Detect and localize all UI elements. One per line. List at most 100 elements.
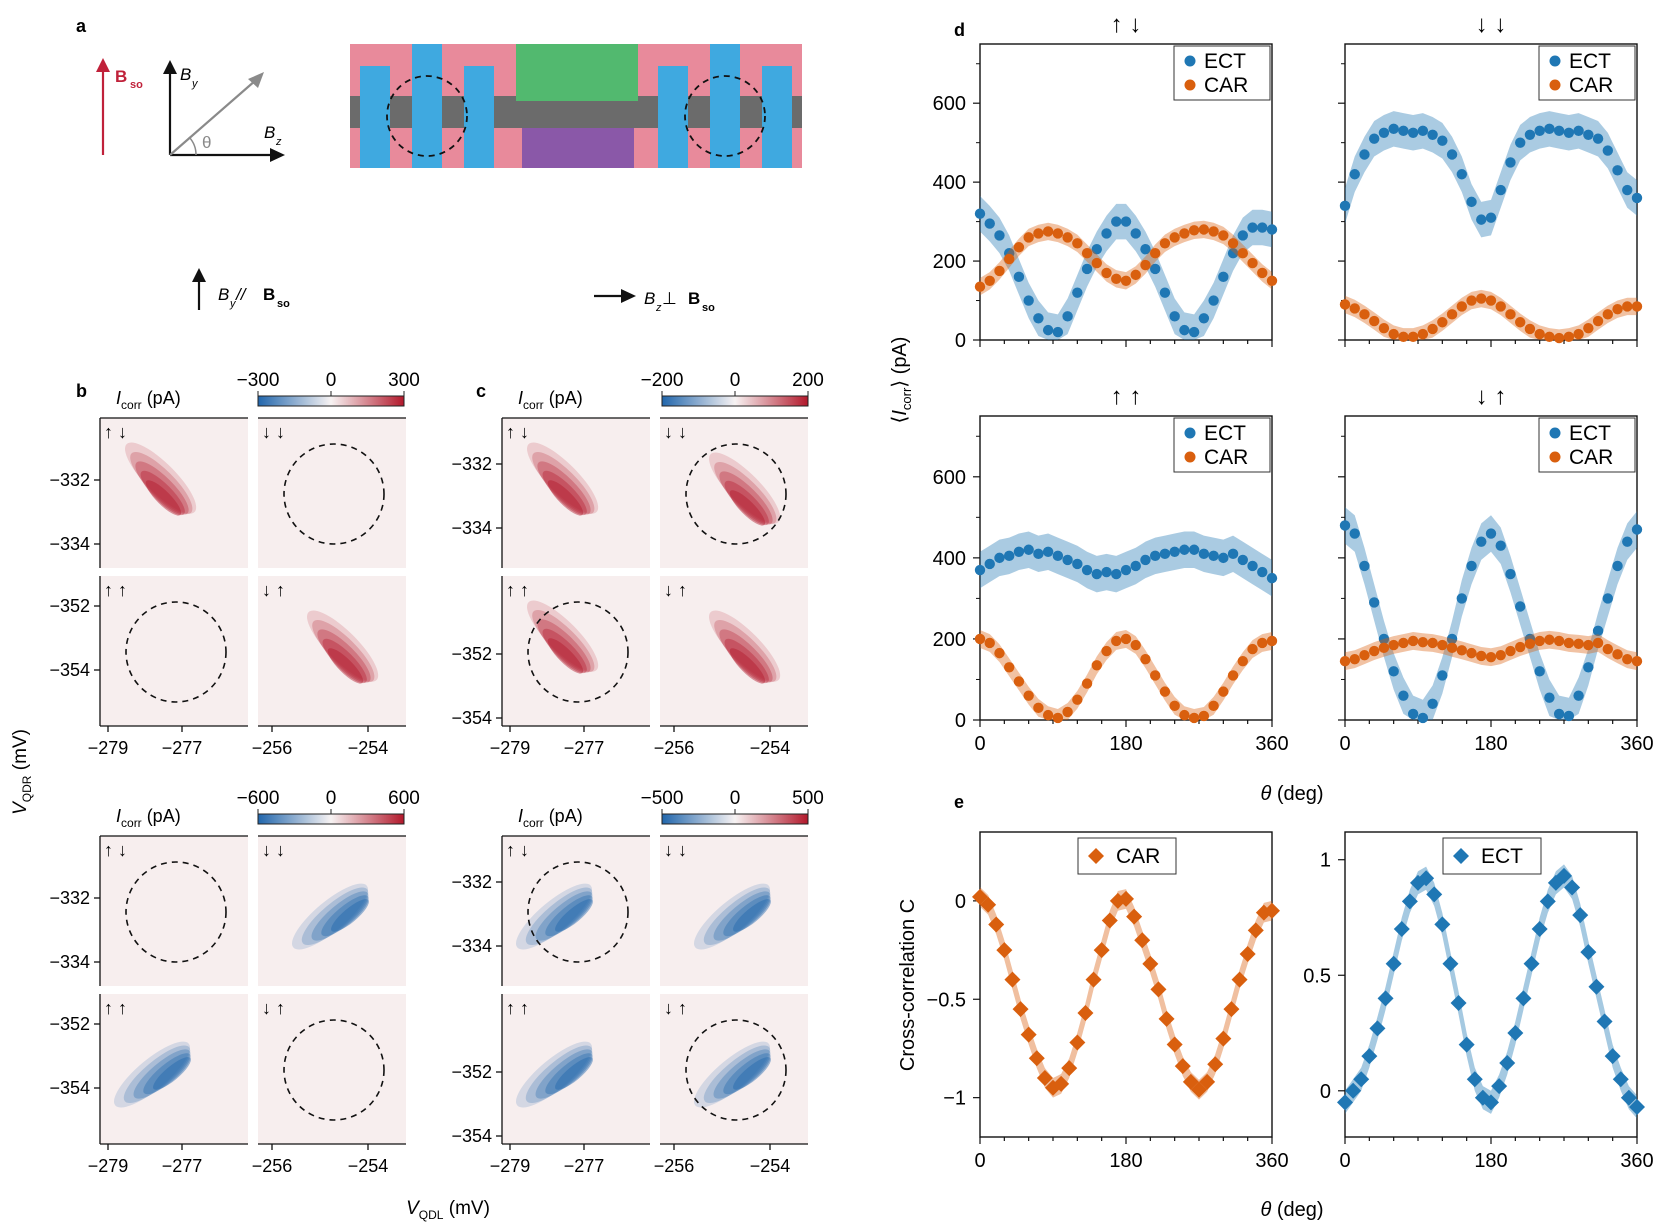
map-signal-blob — [729, 490, 766, 526]
data-point-ect — [1369, 597, 1380, 608]
colorbar-tick-label: 0 — [326, 370, 337, 391]
map-subpanel: ↓ ↓ — [258, 417, 406, 568]
data-point-ect — [1359, 149, 1370, 160]
data-point-ect — [1580, 944, 1597, 961]
data-point-car — [1081, 678, 1093, 689]
data-point-car — [1339, 299, 1351, 310]
data-point-car — [1563, 637, 1575, 649]
data-point-ect — [1013, 271, 1025, 283]
map-subpanel: ↑ ↓ −332 −334 — [49, 417, 248, 568]
map-background — [660, 836, 808, 986]
data-point-ect — [1524, 129, 1536, 140]
data-point-ect — [1023, 295, 1034, 306]
map-signal-blob — [733, 1057, 771, 1090]
data-point-ect — [1150, 263, 1161, 275]
bso-arrow: B so — [96, 58, 143, 155]
data-point-car — [1227, 670, 1239, 681]
data-point-ect — [1353, 1071, 1370, 1088]
data-point-car — [996, 942, 1013, 959]
map-background — [258, 418, 406, 568]
map-subpanel: ↓ ↓ — [660, 835, 808, 986]
data-point-ect — [1266, 224, 1278, 235]
map-signal-blob — [317, 629, 371, 683]
data-point-ect — [1091, 568, 1103, 580]
map-signal-blob — [114, 1041, 191, 1108]
map-signal-blob — [527, 600, 599, 672]
x-tick-label: 360 — [1620, 733, 1653, 755]
spin-label: ↑ ↑ — [506, 998, 529, 1018]
data-point-car — [1456, 301, 1468, 312]
map-signal-blob — [547, 480, 584, 516]
data-point-ect — [1407, 708, 1419, 720]
data-point-ect — [1140, 554, 1151, 566]
map-ytick-label: −352 — [49, 1014, 90, 1034]
map-ytick-label: −352 — [49, 596, 90, 616]
data-point-car — [1158, 1010, 1175, 1027]
map-y-axis-label: VQDR (mV) — [10, 729, 34, 815]
map-xtick-label: −256 — [252, 1156, 293, 1176]
map-signal-blob — [713, 1049, 771, 1099]
x-tick-label: 180 — [1474, 733, 1507, 755]
map-quadrant-c-top: Icorr (pA) −200 0 200 ↑ ↓ −332 −334 ↓ ↓ ↑ ↑ −352 −… — [451, 370, 823, 758]
map-signal-blob — [555, 1057, 593, 1090]
icorr-label: Icorr (pA) — [518, 806, 583, 830]
data-point-car — [1218, 686, 1229, 697]
map-quadrant-b-top: Icorr (pA) −300 0 300 ↑ ↓ −332 −334 ↓ ↓ ↑ ↑ −352 −… — [49, 370, 419, 758]
data-point-car — [1407, 635, 1419, 647]
uncertainty-band-car — [1345, 289, 1637, 340]
data-point-ect — [1592, 625, 1604, 637]
data-point-car — [1199, 1073, 1216, 1090]
data-point-ect — [1622, 184, 1633, 196]
colorbar — [661, 813, 809, 825]
map-ytick-label: −332 — [451, 454, 492, 474]
panel-letter-b: b — [76, 381, 87, 401]
panel-e-subplot: 0 180 360 0 −0.5 −1 CAR — [927, 831, 1289, 1172]
data-point-ect — [1257, 566, 1268, 578]
data-point-car — [1004, 662, 1015, 673]
data-point-ect — [1398, 125, 1409, 137]
data-point-ect — [1427, 129, 1438, 140]
data-point-car — [1553, 635, 1565, 647]
data-point-car — [1198, 710, 1210, 722]
map-xtick-label: −279 — [88, 1156, 129, 1176]
x-tick-label: 360 — [1255, 733, 1288, 755]
dashed-circle — [685, 443, 787, 545]
spin-label: ↑ ↑ — [104, 580, 127, 600]
data-point-ect — [1427, 698, 1438, 709]
data-point-car — [974, 633, 986, 645]
y-tick-label: 0 — [955, 330, 966, 352]
y-tick-label: 400 — [933, 172, 966, 194]
data-point-ect — [1378, 127, 1390, 138]
data-point-car — [1142, 955, 1159, 972]
map-signal-blob — [535, 1049, 593, 1099]
map-signal-blob — [733, 899, 771, 932]
map-signal-blob — [555, 899, 593, 932]
data-point-car — [1042, 709, 1054, 721]
legend-marker — [1184, 55, 1196, 67]
maps-layer: Icorr (pA) −300 0 300 ↑ ↓ −332 −334 ↓ ↓ ↑ ↑ −352 −… — [49, 370, 823, 1176]
map-subpanel: ↓ ↑ −256 −254 — [654, 576, 808, 758]
map-signal-blob — [292, 883, 369, 950]
map-ytick-label: −334 — [49, 534, 90, 554]
dashed-circle — [527, 861, 629, 963]
icorr-label: Icorr (pA) — [116, 388, 181, 412]
colorbar-tick-label: −600 — [237, 788, 280, 809]
data-point-car — [1052, 228, 1064, 239]
svg-text:VQDR (mV): VQDR (mV) — [10, 729, 34, 815]
data-point-ect — [1629, 1098, 1645, 1115]
perp-caption-b: B — [644, 289, 655, 308]
device-schematic — [350, 44, 802, 168]
map-xtick-label: −279 — [490, 1156, 531, 1176]
data-point-ect — [1218, 271, 1229, 283]
uncertainty-band-car — [980, 220, 1272, 296]
data-point-car — [1013, 676, 1025, 687]
legend — [1538, 417, 1636, 473]
data-point-ect — [1485, 528, 1497, 539]
data-point-ect — [1434, 916, 1451, 933]
map-signal-blob — [143, 1053, 191, 1095]
data-point-car — [1215, 1030, 1232, 1047]
data-point-car — [1266, 635, 1278, 647]
map-signal-blob — [719, 471, 773, 525]
data-point-ect — [1602, 145, 1614, 156]
